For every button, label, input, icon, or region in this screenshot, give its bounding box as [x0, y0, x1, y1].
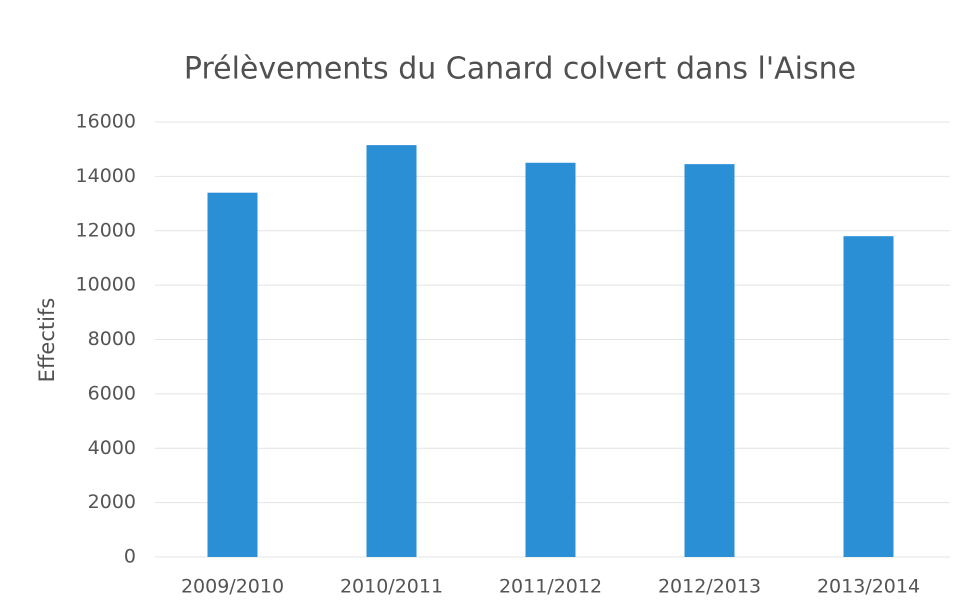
bar — [525, 162, 576, 557]
x-tick-label: 2013/2014 — [817, 576, 920, 598]
y-tick-label: 0 — [124, 546, 136, 568]
y-tick-label: 2000 — [88, 491, 136, 513]
x-tick-label: 2011/2012 — [499, 576, 602, 598]
y-tick-label: 12000 — [76, 219, 136, 241]
x-tick-label: 2009/2010 — [181, 576, 284, 598]
x-tick-label: 2012/2013 — [658, 576, 761, 598]
y-tick-label: 6000 — [88, 382, 136, 404]
bar — [843, 236, 894, 557]
y-tick-label: 16000 — [76, 111, 136, 133]
bar — [207, 192, 258, 557]
bar — [684, 164, 735, 557]
y-tick-label: 10000 — [76, 274, 136, 296]
y-tick-label: 14000 — [76, 165, 136, 187]
chart-title: Prélèvements du Canard colvert dans l'Ai… — [184, 52, 856, 87]
bar — [366, 145, 417, 557]
y-tick-label: 4000 — [88, 437, 136, 459]
y-axis-label: Effectifs — [35, 298, 59, 383]
y-tick-label: 8000 — [88, 328, 136, 350]
x-tick-label: 2010/2011 — [340, 576, 443, 598]
